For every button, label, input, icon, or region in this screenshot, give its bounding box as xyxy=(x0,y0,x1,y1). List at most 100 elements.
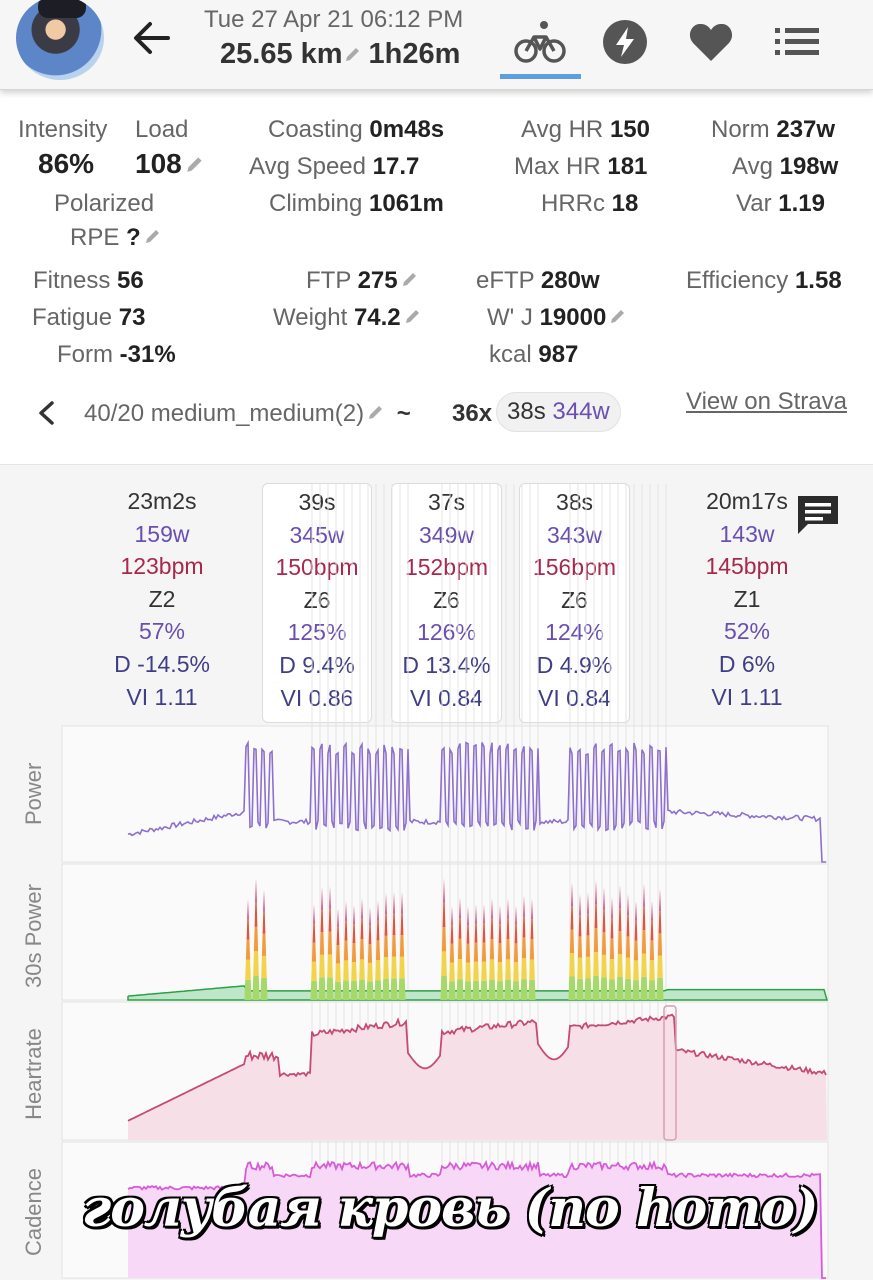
power30-spike xyxy=(391,935,397,957)
power30-spike xyxy=(245,939,251,960)
power30-spike xyxy=(383,935,389,958)
power30-spike xyxy=(474,923,478,943)
avatar[interactable] xyxy=(16,0,104,80)
power30-spike xyxy=(569,929,575,953)
power30-spike xyxy=(320,909,324,933)
power30-spike xyxy=(595,880,597,905)
power30-spike xyxy=(382,978,390,1000)
list-icon xyxy=(775,28,819,55)
power30-spike xyxy=(522,916,526,938)
power30-spike xyxy=(246,919,250,940)
top-bar: Tue 27 Apr 21 06:12 PM 25.65 km 1h26m xyxy=(0,0,873,90)
power30-spike xyxy=(344,920,348,941)
edit-weight-icon[interactable] xyxy=(403,305,423,333)
edit-rpe-icon[interactable] xyxy=(143,225,163,253)
power30-spike xyxy=(571,882,573,906)
power30-spike xyxy=(319,954,325,978)
power30-spike xyxy=(247,899,249,920)
power30-spike xyxy=(521,958,527,980)
variability-stat: Var 1.19 xyxy=(736,190,825,217)
power30-spike xyxy=(261,955,267,978)
power30-spike xyxy=(311,942,317,962)
lap-summary-5[interactable]: 20m17s 143w 145bpm Z1 52% D 6% VI 1.11 xyxy=(705,488,789,710)
power30-spike xyxy=(457,938,463,960)
arrow-left-icon xyxy=(134,22,170,54)
power30-spike xyxy=(600,977,608,1000)
tab-power[interactable] xyxy=(585,10,665,74)
power30-spike xyxy=(448,981,456,1000)
power30-spike xyxy=(529,939,535,960)
lap-summary-2[interactable]: 39s 345w 150bpm Z6 125% D 9.4% VI 0.86 xyxy=(262,483,372,723)
lap-summary-3[interactable]: 37s 349w 152bpm Z6 126% D 13.4% VI 0.84 xyxy=(391,483,502,723)
power30-spike xyxy=(327,954,333,978)
power30-spike xyxy=(328,908,332,932)
power30-spike xyxy=(609,958,615,980)
power30-spike xyxy=(530,919,534,940)
load-value[interactable]: 108 xyxy=(135,148,206,182)
rpe-stat[interactable]: RPE ? xyxy=(70,224,163,253)
comment-button[interactable] xyxy=(794,492,842,538)
form-stat: Form -31% xyxy=(57,341,176,368)
edit-ftp-icon[interactable] xyxy=(400,268,420,296)
power30-spike xyxy=(359,939,365,960)
power30-spike xyxy=(319,932,325,955)
view-on-strava-link[interactable]: View on Strava xyxy=(686,388,847,415)
power30-spike xyxy=(498,924,502,944)
edit-interval-icon[interactable] xyxy=(366,401,386,429)
power30-spike xyxy=(481,942,487,962)
active-tab-indicator xyxy=(500,74,581,79)
avg-hr-stat: Avg HR 150 xyxy=(521,116,650,143)
bike-icon xyxy=(514,21,566,63)
power30-spike xyxy=(342,980,350,1000)
power30-spike xyxy=(649,960,655,981)
power30-spike xyxy=(351,962,357,982)
interval-name[interactable]: 40/20 medium_medium(2) ~ xyxy=(84,400,411,429)
wj-stat[interactable]: W' J 19000 xyxy=(487,304,628,333)
edit-distance-icon[interactable] xyxy=(343,39,363,72)
power30-spike xyxy=(360,918,364,940)
max-hr-stat: Max HR 181 xyxy=(514,153,648,180)
power30-spike xyxy=(368,925,372,945)
power30-spike xyxy=(456,979,464,1000)
power30-spike xyxy=(384,914,388,936)
tab-heart[interactable] xyxy=(671,10,751,74)
activity-date: Tue 27 Apr 21 06:12 PM xyxy=(204,6,464,33)
meme-caption: голубая кровь (no homo) xyxy=(82,1178,819,1239)
back-button[interactable] xyxy=(128,14,176,62)
power30-spike xyxy=(515,905,517,925)
cadence-trace xyxy=(127,1159,826,1279)
power30-spike xyxy=(504,979,512,1000)
power30-spike xyxy=(383,957,389,979)
power30-spike xyxy=(499,905,501,925)
interval-chip[interactable]: 38s 344w xyxy=(496,392,621,432)
power30-spike xyxy=(352,924,356,944)
power30-spike xyxy=(505,939,511,960)
power30-spike xyxy=(569,952,575,977)
power30-spike xyxy=(450,924,454,944)
power30-spike xyxy=(336,926,340,946)
power30-spike xyxy=(585,935,591,957)
chevron-left-icon[interactable] xyxy=(36,400,58,426)
weight-stat[interactable]: Weight 74.2 xyxy=(273,304,423,333)
power30-spike xyxy=(602,909,606,933)
power30-spike xyxy=(472,980,480,1000)
edit-load-icon[interactable] xyxy=(184,150,206,182)
power30-spike xyxy=(496,981,504,1000)
power30-spike xyxy=(625,957,631,979)
power30-spike xyxy=(252,975,260,1000)
avg-speed-stat: Avg Speed 17.7 xyxy=(249,153,420,180)
lap-summary-1[interactable]: 23m2s 159w 123bpm Z2 57% D -14.5% VI 1.11 xyxy=(114,488,210,710)
ftp-stat[interactable]: FTP 275 xyxy=(306,267,420,296)
power30-spike xyxy=(506,918,510,940)
power30-spike xyxy=(253,926,259,952)
hrrc-stat: HRRc 18 xyxy=(541,190,639,217)
avg-power-stat: Avg 198w xyxy=(732,153,839,180)
tab-ride[interactable] xyxy=(500,10,580,74)
power30-spike xyxy=(441,951,447,976)
power30-spike xyxy=(611,897,613,918)
power-trace xyxy=(127,739,826,863)
power30-spike xyxy=(374,980,382,1000)
tab-list[interactable] xyxy=(757,10,837,74)
edit-wj-icon[interactable] xyxy=(608,305,628,333)
